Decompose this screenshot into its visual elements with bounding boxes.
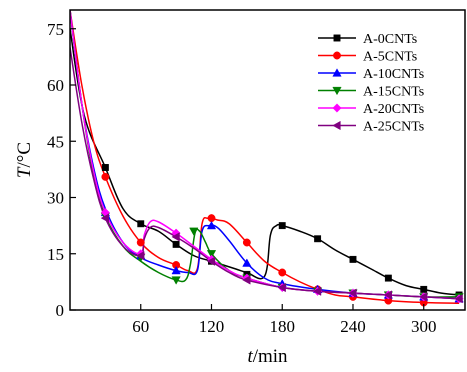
- legend-swatch-marker: [333, 51, 341, 60]
- series-marker-3: [189, 227, 199, 236]
- series-marker-0: [101, 164, 109, 171]
- legend-swatch-marker: [332, 86, 342, 96]
- series-marker-0: [137, 220, 145, 228]
- series-marker-5: [419, 292, 428, 302]
- series-marker-2: [206, 220, 217, 230]
- series-markers: [100, 164, 464, 307]
- x-tick-label: 60: [132, 317, 149, 336]
- x-tick-label: 180: [269, 317, 295, 336]
- legend-label: A-25CNTs: [363, 120, 424, 135]
- legend-label: A-20CNTs: [363, 102, 424, 117]
- series-marker-5: [348, 288, 357, 298]
- legend-label: A-15CNTs: [363, 85, 424, 100]
- series-marker-5: [454, 294, 463, 304]
- series-marker-5: [312, 286, 322, 296]
- y-tick-label: 75: [47, 20, 64, 39]
- series-marker-5: [171, 232, 180, 242]
- legend-swatch-marker: [332, 120, 341, 131]
- series-marker-3: [171, 276, 181, 285]
- legend-swatch-marker: [332, 103, 342, 113]
- series-marker-1: [278, 268, 287, 277]
- series-marker-2: [242, 258, 252, 267]
- y-tick-label: 45: [47, 132, 64, 151]
- series-marker-3: [206, 250, 217, 259]
- x-tick-label: 120: [199, 317, 225, 336]
- legend-swatch-marker: [332, 68, 342, 77]
- y-tick-label: 60: [47, 76, 64, 95]
- series-marker-5: [242, 275, 251, 285]
- x-tick-label: 240: [340, 317, 366, 336]
- series-marker-5: [277, 282, 286, 293]
- legend: A-0CNTs A-5CNTs A-10CNTs A-15CNTs A-20CNTs A-…: [318, 32, 424, 135]
- legend-label: A-0CNTs: [363, 32, 417, 47]
- x-axis-label: t/min: [247, 346, 288, 367]
- series-marker-5: [136, 251, 145, 261]
- series-marker-5: [383, 290, 392, 300]
- series-marker-1: [136, 238, 145, 247]
- legend-label: A-10CNTs: [363, 67, 424, 82]
- series-marker-5: [100, 213, 109, 223]
- series-marker-2: [171, 265, 181, 275]
- legend-swatch-marker: [333, 34, 341, 42]
- y-tick-label: 30: [47, 189, 64, 208]
- series-marker-0: [278, 222, 286, 230]
- series-marker-0: [420, 285, 428, 293]
- legend-label: A-5CNTs: [363, 50, 417, 65]
- series-marker-0: [384, 274, 392, 282]
- series-marker-5: [206, 256, 216, 266]
- y-axis-label: T/°C: [14, 142, 35, 178]
- series-marker-1: [207, 214, 216, 223]
- series-marker-0: [314, 235, 322, 243]
- series-marker-1: [101, 172, 110, 181]
- series-marker-0: [172, 240, 180, 248]
- series-marker-0: [349, 255, 357, 263]
- y-tick-label: 15: [47, 245, 64, 264]
- axis-ticks: 60 120 180 240 300 0 15 30 45 60 75: [47, 20, 436, 336]
- plot-frame: [69, 9, 466, 311]
- series-marker-1: [242, 238, 251, 247]
- y-tick-label: 0: [56, 301, 65, 320]
- x-tick-label: 300: [411, 317, 437, 336]
